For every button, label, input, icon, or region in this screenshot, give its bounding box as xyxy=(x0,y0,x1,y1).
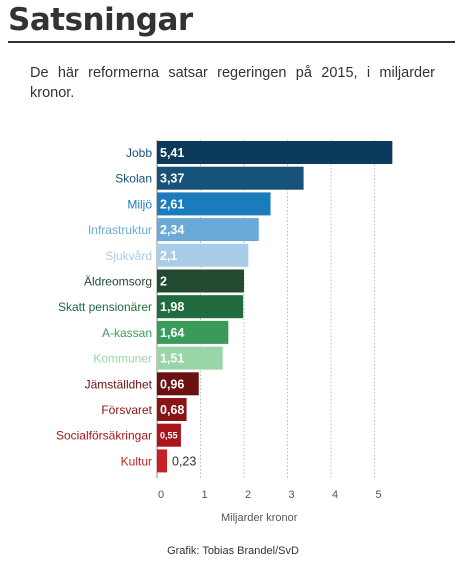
chart-title: Satsningar xyxy=(8,2,193,38)
category-label: Skatt pensionärer xyxy=(58,300,152,314)
bar xyxy=(157,320,229,344)
bar xyxy=(157,346,223,370)
value-label: 0,96 xyxy=(160,377,184,391)
bar xyxy=(157,218,259,242)
x-tick-label: 4 xyxy=(332,489,338,501)
category-label: Kommuner xyxy=(93,352,152,366)
x-tick-label: 2 xyxy=(245,489,251,501)
value-label: 1,98 xyxy=(160,300,184,314)
category-label: Socialförsäkringar xyxy=(56,429,152,443)
chart-subtitle: De här reformerna satsar regeringen på 2… xyxy=(30,65,435,101)
category-label: A-kassan xyxy=(102,326,152,340)
category-label: Äldreomsorg xyxy=(84,275,152,289)
bar xyxy=(157,192,271,216)
bar xyxy=(157,398,187,421)
category-label: Sjukvård xyxy=(105,249,152,263)
bar xyxy=(157,243,249,267)
credit-text: Grafik: Tobias Brandel/SvD xyxy=(167,545,299,557)
category-label: Jobb xyxy=(126,146,152,160)
value-label: 1,64 xyxy=(160,326,184,340)
bar xyxy=(157,423,181,447)
value-label: 5,41 xyxy=(160,146,184,160)
x-tick-label: 5 xyxy=(376,489,382,501)
bar xyxy=(157,449,168,473)
title-rule xyxy=(8,41,455,43)
value-label: 2,1 xyxy=(160,249,177,263)
bar xyxy=(157,269,244,293)
category-label: Kultur xyxy=(121,454,152,468)
value-label: 0,55 xyxy=(160,431,178,441)
value-label: 0,23 xyxy=(172,454,196,468)
category-label: Infrastruktur xyxy=(88,223,152,237)
bar-chart: 0 1 2 3 4 5 Jobb 5,41 Skolan 3,37 Miljö 2,61 Infrast… xyxy=(56,140,393,524)
bar xyxy=(157,372,199,396)
x-axis-label: Miljarder kronor xyxy=(221,512,298,524)
bar xyxy=(157,166,304,190)
category-label: Jämställdhet xyxy=(85,377,153,391)
value-label: 1,51 xyxy=(160,352,184,366)
x-tick-label: 0 xyxy=(158,489,164,501)
x-tick-label: 3 xyxy=(289,489,295,501)
value-label: 0,68 xyxy=(160,403,184,417)
bar xyxy=(157,141,393,164)
bar xyxy=(157,295,244,319)
category-label: Skolan xyxy=(115,172,152,186)
category-label: Miljö xyxy=(127,197,152,211)
category-label: Försvaret xyxy=(101,403,152,417)
x-tick-label: 1 xyxy=(202,489,208,501)
value-label: 2,34 xyxy=(160,223,184,237)
value-label: 3,37 xyxy=(160,172,184,186)
value-label: 2,61 xyxy=(160,197,184,211)
value-label: 2 xyxy=(160,275,167,289)
